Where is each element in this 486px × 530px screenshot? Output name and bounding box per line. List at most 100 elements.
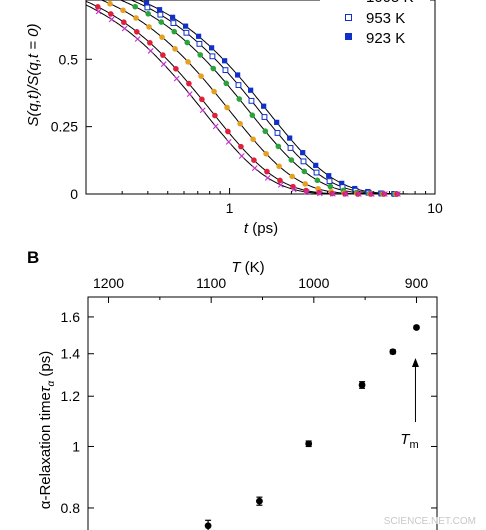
panel-a-point	[134, 28, 140, 35]
panel-a-point	[302, 181, 308, 187]
panel-a-point	[147, 48, 154, 54]
panel-a-point	[94, 4, 101, 10]
panel-a-y-tick-label: 0	[70, 186, 78, 202]
panel-a-x-axis-label: t (ps)	[244, 220, 278, 237]
panel-a-point	[300, 150, 306, 156]
panel-a-point	[222, 67, 229, 74]
panel-a-point	[225, 128, 231, 135]
panel-a-point	[184, 39, 191, 46]
panel-a-point	[209, 53, 216, 60]
panel-a-point	[313, 169, 320, 176]
panel-a-x-axis-label-var: t	[244, 220, 249, 237]
panel-a-point	[248, 97, 255, 104]
panel-b-y-tick-label: 1	[72, 438, 80, 454]
panel-a-point	[222, 58, 228, 64]
panel-a-point	[169, 14, 176, 20]
panel-a-y-tick-label: 0.5	[59, 51, 79, 67]
panel-a-point	[237, 120, 243, 127]
panel-b-y-axis-label: α-Relaxation timeτα (ps)	[37, 351, 57, 509]
panel-a-point	[143, 0, 150, 6]
panel-a-point	[300, 158, 307, 165]
panel-b-top-tick-label: 1200	[93, 275, 124, 291]
panel-b-y-axis-label-symbol: τ	[37, 385, 54, 392]
panel-b-annotation: Tm	[400, 358, 419, 451]
panel-a-point	[249, 112, 256, 119]
panel-a-point	[199, 96, 205, 103]
panel-b-top-tick-label: 1100	[196, 275, 226, 291]
tm-label: Tm	[400, 431, 418, 451]
panel-a-point	[108, 11, 114, 17]
panel-a: 1 10 0 0.25 0.5 1005 K 953 K 923 K t (ps) S(q,…	[25, 0, 443, 237]
watermark-text: SCIENCE.NET.COM	[384, 516, 476, 527]
panel-a-point	[248, 87, 254, 93]
panel-a-frame	[85, 0, 436, 195]
panel-a-point	[327, 183, 334, 190]
legend-label-1005k: 1005 K	[366, 0, 414, 6]
panel-a-point	[225, 138, 232, 145]
legend-background	[320, 0, 430, 54]
tm-label-var: T	[400, 431, 411, 448]
panel-a-point	[342, 191, 349, 197]
panel-a-x-tick-label: 10	[427, 200, 443, 216]
panel-a-point	[158, 19, 165, 25]
panel-b-top-axis-label-var: T	[231, 259, 242, 276]
panel-a-point	[262, 128, 269, 135]
panel-a-point	[290, 186, 297, 193]
panel-a-point	[313, 162, 319, 168]
panel-a-point	[394, 191, 400, 197]
panel-a-point	[287, 135, 293, 141]
panel-b-label: B	[27, 248, 39, 267]
legend-marker-953k	[345, 14, 352, 21]
panel-b-top-axis-label: T (K)	[231, 259, 264, 276]
panel-a-point	[95, 8, 102, 15]
panel-a-point	[264, 168, 270, 175]
panel-b-point	[204, 522, 212, 530]
panel-a-point	[144, 4, 151, 11]
panel-a-fit-curve	[85, 4, 435, 195]
panel-b-y-axis-label-sub: α	[46, 381, 57, 387]
panel-a-point	[196, 40, 203, 47]
panel-a-point	[156, 7, 163, 13]
panel-b-top-tick-label: 1000	[298, 275, 329, 291]
panel-b-y-tick-label: 1.4	[61, 346, 81, 362]
panel-a-point	[303, 189, 310, 195]
panel-a-point	[133, 15, 139, 21]
panel-a-point	[261, 114, 268, 120]
panel-b-frame	[87, 296, 438, 530]
panel-a-point	[277, 177, 283, 184]
panel-a-point	[326, 178, 333, 185]
panel-b-point	[358, 381, 366, 389]
panel-a-point	[120, 7, 126, 14]
panel-a-point	[224, 104, 230, 111]
panel-a-point	[108, 16, 115, 23]
panel-a-point	[329, 190, 336, 197]
panel-a-y-tick-label: 0.25	[51, 119, 78, 135]
panel-a-point	[195, 33, 202, 39]
panel-a-data-points	[94, 0, 401, 197]
panel-a-point	[186, 91, 193, 98]
panel-a-point	[250, 136, 256, 143]
panel-a-point	[145, 10, 151, 17]
panel-a-point	[160, 52, 166, 58]
panel-a-point	[316, 190, 323, 197]
tm-arrow-head	[411, 358, 419, 367]
panel-a-point	[301, 168, 308, 175]
panel-b-point	[256, 497, 263, 505]
panel-b-y-tick-label: 0.8	[61, 500, 81, 516]
panel-a-point	[209, 45, 215, 51]
panel-a-point	[121, 19, 127, 26]
panel-a-point	[121, 25, 128, 32]
panel-a-point	[236, 96, 243, 102]
panel-a-point	[185, 59, 191, 65]
panel-a-point	[368, 191, 374, 197]
panel-a-point	[157, 11, 164, 18]
panel-a-point	[251, 157, 257, 164]
panel-a-point	[355, 191, 362, 197]
panel-a-x-tick-label: 1	[226, 200, 234, 216]
legend-marker-923k	[345, 33, 352, 40]
panel-b-ticks: 1200 1100 1000 900 0.8 1 1.2 1.4 1.6	[61, 275, 437, 516]
panel-a-point	[199, 107, 206, 114]
panel-a-point	[212, 123, 219, 130]
panel-a-point	[275, 143, 282, 150]
